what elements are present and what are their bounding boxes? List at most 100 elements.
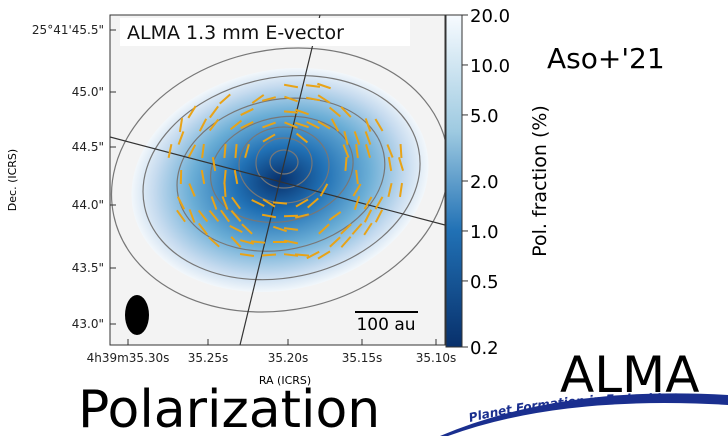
- colorbar-tick-label: 0.2: [470, 338, 499, 359]
- e-vector: [295, 121, 309, 129]
- e-vector: [208, 209, 220, 223]
- x-tick-label: 35.20s: [268, 351, 309, 365]
- title-box: [120, 18, 410, 46]
- colorbar-tick-label: 20.0: [470, 6, 510, 27]
- contours: [110, 47, 445, 313]
- e-vector: [229, 225, 243, 233]
- e-vector: [210, 196, 218, 210]
- y-ticks: 25°41'45.5" 45.0" 44.5" 44.0" 43.5" 43.0": [32, 23, 116, 331]
- e-vector: [342, 144, 350, 158]
- e-vector: [261, 213, 277, 219]
- e-vector: [363, 222, 373, 236]
- e-vector: [353, 196, 361, 210]
- e-vector: [234, 143, 238, 159]
- e-vector: [386, 144, 394, 158]
- citation: Aso+'21: [547, 42, 665, 75]
- colorbar-tick-label: 10.0: [470, 56, 510, 77]
- e-vector: [364, 131, 372, 145]
- colorbar-tick-label: 2.0: [470, 172, 499, 193]
- e-vector: [231, 196, 241, 210]
- y-tick-label: 43.5": [72, 261, 104, 275]
- e-vector: [240, 120, 254, 130]
- e-vector: [306, 120, 320, 130]
- e-vector: [284, 121, 298, 129]
- beam: [125, 295, 149, 335]
- logo: Planet Formation in Embedded: [440, 391, 728, 436]
- e-vector: [167, 143, 173, 159]
- e-vector: [239, 239, 255, 245]
- e-vector: [223, 143, 227, 159]
- e-vector: [219, 93, 231, 105]
- e-vector: [328, 211, 342, 221]
- e-vector: [209, 105, 219, 119]
- e-vector: [208, 236, 220, 248]
- e-vector: [220, 209, 230, 223]
- map-title: ALMA 1.3 mm E-vector: [127, 22, 344, 44]
- e-vector: [283, 239, 299, 245]
- e-vector: [363, 196, 373, 210]
- colorbar: [445, 14, 463, 348]
- e-vector: [365, 144, 371, 158]
- e-vector: [229, 119, 243, 131]
- x-tick-label: 35.25s: [188, 351, 229, 365]
- x-tick-label: 35.15s: [342, 351, 383, 365]
- e-vectors: [167, 82, 404, 260]
- e-vector: [230, 210, 242, 222]
- e-vector: [200, 169, 206, 185]
- e-vector: [398, 157, 404, 171]
- e-vector: [283, 227, 299, 231]
- e-vector: [187, 105, 197, 119]
- e-vector: [294, 253, 310, 257]
- e-vector: [351, 223, 363, 235]
- x-tick-label: 4h39m35.30s: [87, 351, 170, 365]
- e-vector: [176, 196, 186, 210]
- e-vector: [355, 169, 359, 185]
- e-vector: [177, 131, 185, 145]
- e-vector: [295, 132, 309, 144]
- e-vector: [251, 94, 265, 104]
- e-vector: [250, 240, 266, 244]
- e-vector: [340, 106, 352, 118]
- e-vector: [305, 84, 321, 88]
- e-vector: [329, 236, 341, 248]
- e-vector: [307, 197, 319, 209]
- colorbar-tick-label: 0.5: [470, 272, 499, 293]
- x-tick-label: 35.10s: [416, 351, 457, 365]
- y-tick-label: 25°41'45.5": [32, 23, 104, 37]
- e-vector: [223, 169, 227, 185]
- e-vector: [352, 183, 362, 197]
- e-vector: [261, 96, 277, 102]
- x-ticks: 4h39m35.30s 35.25s 35.20s 35.15s 35.10s: [87, 339, 457, 365]
- axes-lines: [110, 15, 445, 345]
- e-vector: [262, 121, 276, 129]
- e-vector: [178, 117, 184, 133]
- e-vector: [230, 236, 242, 248]
- e-vector: [283, 253, 299, 257]
- subheading: Polarization: [78, 380, 380, 436]
- map-frame: [109, 14, 446, 346]
- e-vector: [317, 120, 331, 130]
- e-vector: [294, 213, 310, 219]
- e-vector: [340, 236, 352, 248]
- e-vector: [319, 183, 329, 197]
- colorbar-label: Pol. fraction (%): [529, 105, 551, 257]
- e-vector: [262, 198, 276, 208]
- e-vector: [328, 106, 342, 118]
- e-vector: [374, 118, 384, 132]
- e-vector: [295, 108, 309, 116]
- e-vector: [223, 182, 227, 198]
- e-vector: [261, 253, 277, 257]
- e-vector: [305, 96, 321, 102]
- e-vector: [211, 156, 217, 172]
- e-vector: [244, 143, 250, 159]
- e-vector: [284, 95, 298, 103]
- e-vector: [201, 143, 205, 159]
- e-vector: [176, 209, 186, 223]
- colorbar-tick-label: 5.0: [470, 106, 499, 127]
- e-vector: [221, 196, 229, 210]
- scale-bar-label: 100 au: [356, 315, 415, 335]
- y-label: Dec. (ICRS): [6, 149, 19, 211]
- e-vector: [318, 223, 330, 235]
- e-vector: [197, 222, 209, 236]
- e-vector: [283, 83, 299, 89]
